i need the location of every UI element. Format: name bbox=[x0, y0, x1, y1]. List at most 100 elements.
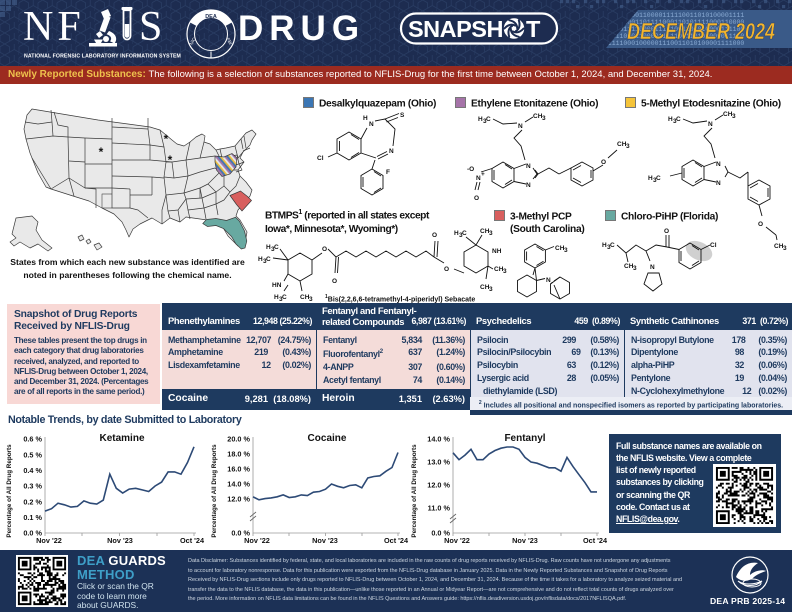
svg-text:DECEMBER 2024: DECEMBER 2024 bbox=[627, 18, 775, 44]
svg-text:N: N bbox=[389, 148, 394, 155]
svg-text:CH: CH bbox=[533, 113, 543, 120]
svg-text:NATIONAL FORENSIC LABORATORY I: NATIONAL FORENSIC LABORATORY INFORMATION… bbox=[24, 54, 181, 60]
svg-text:101111000100000111001101010000: 1011110001000001110011010100001111000 bbox=[600, 40, 744, 47]
svg-text:0.4 %: 0.4 % bbox=[23, 466, 42, 475]
svg-text:Oct '24: Oct '24 bbox=[583, 536, 608, 545]
svg-text:H: H bbox=[668, 116, 673, 123]
svg-text:NH: NH bbox=[492, 248, 502, 255]
svg-text:3: 3 bbox=[732, 113, 736, 120]
svg-text:Cl: Cl bbox=[710, 242, 717, 249]
svg-text:Nov '23: Nov '23 bbox=[107, 536, 133, 545]
svg-text:Cocaine: Cocaine bbox=[308, 433, 347, 444]
svg-text:H: H bbox=[454, 230, 459, 237]
svg-text:C: C bbox=[282, 294, 287, 301]
svg-text:14.0 %: 14.0 % bbox=[227, 480, 250, 489]
svg-text:NIC: NIC bbox=[189, 36, 198, 46]
svg-text:N: N bbox=[526, 182, 531, 189]
svg-text:*: * bbox=[99, 145, 104, 159]
svg-text:N: N bbox=[716, 180, 721, 187]
svg-text:0.1 %: 0.1 % bbox=[23, 513, 42, 522]
svg-text:‑O: ‑O bbox=[467, 166, 474, 173]
svg-text:CH: CH bbox=[300, 294, 310, 301]
svg-text:O: O bbox=[444, 266, 449, 273]
svg-text:Cl: Cl bbox=[317, 155, 324, 162]
svg-text:O: O bbox=[758, 221, 763, 228]
svg-text:0.3 %: 0.3 % bbox=[23, 482, 42, 491]
svg-text:3: 3 bbox=[564, 247, 568, 254]
svg-text:100111100011000011111001101010: 1001111000110000111110011010100001111 bbox=[600, 12, 744, 19]
svg-text:NF: NF bbox=[23, 4, 85, 50]
svg-text:14.0 %: 14.0 % bbox=[427, 435, 450, 444]
svg-text:+: + bbox=[481, 171, 485, 178]
svg-text:100011100110111100011010111100: 1000111001101111000110101111000110000 bbox=[600, 19, 744, 26]
svg-text:H: H bbox=[648, 175, 653, 182]
svg-text:O: O bbox=[322, 246, 327, 253]
svg-text:0.5 %: 0.5 % bbox=[23, 450, 42, 459]
svg-text:N: N bbox=[716, 161, 721, 168]
svg-text:CH: CH bbox=[624, 263, 634, 270]
svg-text:N: N bbox=[526, 163, 531, 170]
svg-text:*: * bbox=[168, 153, 173, 167]
svg-text:Oct '24: Oct '24 bbox=[180, 536, 205, 545]
svg-text:C: C bbox=[610, 242, 615, 249]
svg-text:3: 3 bbox=[542, 115, 546, 122]
svg-text:3: 3 bbox=[633, 265, 637, 272]
svg-text:C: C bbox=[656, 175, 661, 182]
svg-text:3: 3 bbox=[626, 143, 630, 150]
svg-text:SNAPSH: SNAPSH bbox=[408, 16, 503, 42]
svg-text:12.0 %: 12.0 % bbox=[227, 495, 250, 504]
svg-text:13.0 %: 13.0 % bbox=[427, 458, 450, 467]
svg-text:S: S bbox=[400, 112, 405, 119]
svg-text:Nov '23: Nov '23 bbox=[312, 536, 338, 545]
svg-text:0.0 %: 0.0 % bbox=[231, 529, 250, 538]
svg-text:3: 3 bbox=[271, 246, 275, 253]
svg-text:H: H bbox=[274, 294, 279, 301]
svg-text:O: O bbox=[474, 195, 479, 202]
svg-text:3: 3 bbox=[263, 258, 267, 265]
svg-text:H: H bbox=[363, 115, 368, 122]
svg-text:Percentage of All Drug Reports: Percentage of All Drug Reports bbox=[211, 444, 218, 538]
svg-text:H: H bbox=[478, 116, 483, 123]
svg-text:N: N bbox=[518, 123, 523, 130]
svg-text:S: S bbox=[139, 4, 162, 50]
svg-text:3: 3 bbox=[503, 268, 507, 275]
svg-text:0.0 %: 0.0 % bbox=[23, 529, 42, 538]
svg-text:Percentage of All Drug Reports: Percentage of All Drug Reports bbox=[6, 444, 13, 538]
svg-text:O: O bbox=[664, 228, 669, 235]
svg-text:N: N bbox=[546, 277, 551, 284]
svg-text:*: * bbox=[164, 132, 169, 146]
svg-text:Nov '22: Nov '22 bbox=[444, 536, 470, 545]
svg-text:CH: CH bbox=[723, 111, 733, 118]
svg-text:H: H bbox=[258, 256, 263, 263]
svg-text:CH: CH bbox=[617, 141, 627, 148]
svg-text:H: H bbox=[602, 242, 607, 249]
svg-text:FBI: FBI bbox=[225, 37, 233, 46]
svg-text:3: 3 bbox=[607, 244, 611, 251]
svg-text:O: O bbox=[332, 278, 337, 285]
svg-text:0.0 %: 0.0 % bbox=[431, 529, 450, 538]
svg-text:3: 3 bbox=[653, 177, 657, 184]
svg-text:3: 3 bbox=[489, 230, 493, 237]
svg-text:C: C bbox=[676, 116, 681, 123]
svg-text:Nov '23: Nov '23 bbox=[512, 536, 538, 545]
svg-text:T: T bbox=[526, 16, 541, 42]
svg-text:011111000110000111110011010100: 0111110001100001111100110101000011110 bbox=[600, 33, 744, 40]
svg-text:CH: CH bbox=[555, 245, 565, 252]
svg-text:18.0 %: 18.0 % bbox=[227, 450, 250, 459]
svg-text:N: N bbox=[476, 175, 481, 182]
svg-text:C: C bbox=[462, 230, 467, 237]
svg-text:H: H bbox=[266, 244, 271, 251]
svg-text:Oct '24: Oct '24 bbox=[384, 536, 409, 545]
svg-text:0.6 %: 0.6 % bbox=[23, 435, 42, 444]
svg-text:3: 3 bbox=[783, 245, 787, 252]
svg-text:3: 3 bbox=[459, 232, 463, 239]
svg-text:C: C bbox=[274, 244, 279, 251]
svg-text:N: N bbox=[369, 121, 374, 128]
svg-text:C: C bbox=[266, 256, 271, 263]
svg-text:Nov '22: Nov '22 bbox=[36, 536, 62, 545]
svg-text:O: O bbox=[432, 232, 437, 239]
svg-text:3: 3 bbox=[673, 118, 677, 125]
svg-text:N: N bbox=[650, 264, 655, 271]
svg-text:16.0 %: 16.0 % bbox=[227, 465, 250, 474]
svg-text:111000111100001111100110101000: 1110001111000011111001101010000111100 bbox=[600, 26, 744, 33]
